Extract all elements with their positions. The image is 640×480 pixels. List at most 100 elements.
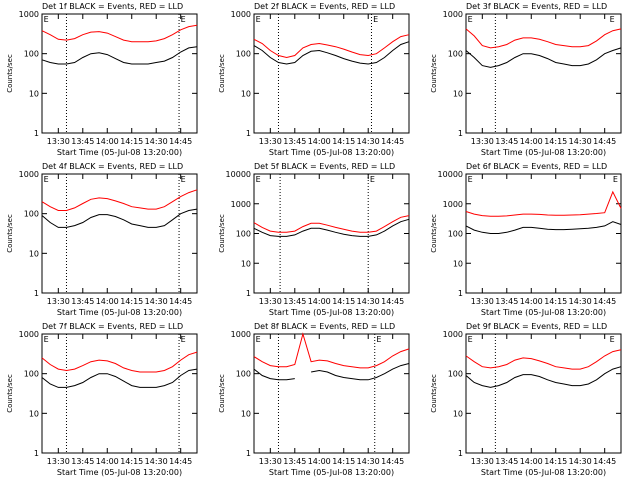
x-tick-label: 14:30 [357, 137, 380, 146]
series-line [465, 221, 622, 234]
x-tick-label: 14:45 [381, 457, 404, 466]
x-tick-label: 14:00 [520, 297, 543, 306]
x-tick-label: 13:30 [259, 137, 282, 146]
plot-frame [41, 333, 198, 454]
y-tick-label: 10 [241, 89, 251, 98]
x-tick-label: 14:00 [96, 297, 119, 306]
y-tick-label: 10 [241, 409, 251, 418]
event-label: E [373, 15, 378, 24]
plot-frame [253, 13, 410, 134]
y-tick-label: 10000 [438, 170, 463, 179]
series-line [41, 208, 198, 228]
plot-frame [41, 13, 198, 134]
x-tick-label: 14:00 [308, 457, 331, 466]
series-line [41, 46, 198, 65]
event-label: E [181, 175, 186, 184]
event-label: E [610, 15, 615, 24]
panel: Det 6f BLACK = Events, RED = LLD Counts/s… [430, 162, 622, 317]
y-tick-label: 100 [448, 370, 463, 379]
series-line [465, 190, 622, 217]
y-axis-label: Counts/sec [6, 214, 14, 253]
y-axis-label: Counts/sec [218, 374, 226, 413]
x-axis-label: Start Time (05-Jul-08 13:20:00) [269, 148, 394, 157]
x-tick-label: 14:15 [120, 297, 143, 306]
chart-title: Det 4f BLACK = Events, RED = LLD [42, 162, 183, 171]
y-tick-label: 10 [453, 409, 463, 418]
x-tick-label: 14:30 [569, 457, 592, 466]
x-tick-label: 13:45 [71, 137, 94, 146]
series-line [41, 189, 198, 211]
x-tick-label: 14:30 [357, 457, 380, 466]
y-tick-label: 1 [458, 289, 463, 298]
chart-title: Det 6f BLACK = Events, RED = LLD [466, 162, 607, 171]
y-tick-label: 1000 [231, 10, 251, 19]
x-tick-label: 13:30 [471, 137, 494, 146]
event-label: E [256, 335, 261, 344]
x-tick-label: 13:30 [259, 297, 282, 306]
plot-frame [465, 13, 622, 134]
series-line [41, 368, 198, 388]
y-tick-label: 100 [236, 230, 251, 239]
x-tick-label: 13:45 [283, 297, 306, 306]
y-axis-label: Counts/sec [430, 214, 438, 253]
x-tick-label: 14:15 [120, 137, 143, 146]
chart-title: Det 8f BLACK = Events, RED = LLD [254, 322, 395, 331]
y-axis-label: Counts/sec [218, 214, 226, 253]
event-label: E [370, 175, 375, 184]
x-tick-label: 14:30 [145, 137, 168, 146]
y-axis-label: Counts/sec [6, 54, 14, 93]
x-tick-label: 14:30 [569, 297, 592, 306]
x-tick-label: 13:30 [47, 297, 70, 306]
x-tick-label: 13:30 [47, 137, 70, 146]
x-tick-label: 13:45 [495, 297, 518, 306]
y-tick-label: 1000 [19, 170, 39, 179]
x-tick-label: 13:30 [471, 457, 494, 466]
x-tick-label: 13:45 [71, 297, 94, 306]
x-tick-label: 14:45 [169, 297, 192, 306]
plot-frame [465, 333, 622, 454]
series-line [253, 34, 410, 59]
x-axis-label: Start Time (05-Jul-08 13:20:00) [481, 308, 606, 317]
panel: Det 2f BLACK = Events, RED = LLD Counts/s… [218, 2, 410, 157]
y-tick-label: 1000 [443, 10, 463, 19]
chart-title: Det 3f BLACK = Events, RED = LLD [466, 2, 607, 11]
series-line [465, 366, 622, 388]
y-tick-label: 1000 [19, 330, 39, 339]
x-tick-label: 14:15 [544, 137, 567, 146]
x-tick-label: 13:30 [259, 457, 282, 466]
panel: Det 4f BLACK = Events, RED = LLD Counts/s… [6, 162, 198, 317]
chart-title: Det 2f BLACK = Events, RED = LLD [254, 2, 395, 11]
x-axis-label: Start Time (05-Jul-08 13:20:00) [269, 308, 394, 317]
x-tick-label: 14:45 [593, 297, 616, 306]
chart-title: Det 9f BLACK = Events, RED = LLD [466, 322, 607, 331]
x-axis-label: Start Time (05-Jul-08 13:20:00) [57, 468, 182, 477]
plot-frame [41, 173, 198, 294]
y-tick-label: 10 [29, 249, 39, 258]
x-tick-label: 14:00 [520, 137, 543, 146]
series-line [253, 363, 410, 381]
y-tick-label: 10000 [226, 170, 251, 179]
y-tick-label: 1 [458, 129, 463, 138]
y-tick-label: 1000 [19, 10, 39, 19]
series-line [253, 332, 410, 369]
x-tick-label: 14:45 [169, 457, 192, 466]
event-label: E [44, 175, 49, 184]
y-tick-label: 1000 [231, 330, 251, 339]
y-tick-label: 10 [453, 259, 463, 268]
x-tick-label: 14:45 [593, 137, 616, 146]
x-tick-label: 13:45 [283, 137, 306, 146]
x-tick-label: 13:45 [283, 457, 306, 466]
series-line [465, 349, 622, 370]
y-tick-label: 100 [448, 50, 463, 59]
y-tick-label: 1000 [443, 200, 463, 209]
event-label: E [256, 15, 261, 24]
x-tick-label: 14:00 [96, 137, 119, 146]
y-tick-label: 1000 [231, 200, 251, 209]
event-label: E [613, 175, 618, 184]
y-tick-label: 10 [29, 409, 39, 418]
y-tick-label: 1000 [443, 330, 463, 339]
x-tick-label: 13:45 [71, 457, 94, 466]
series-line [253, 218, 410, 237]
series-line [253, 41, 410, 65]
